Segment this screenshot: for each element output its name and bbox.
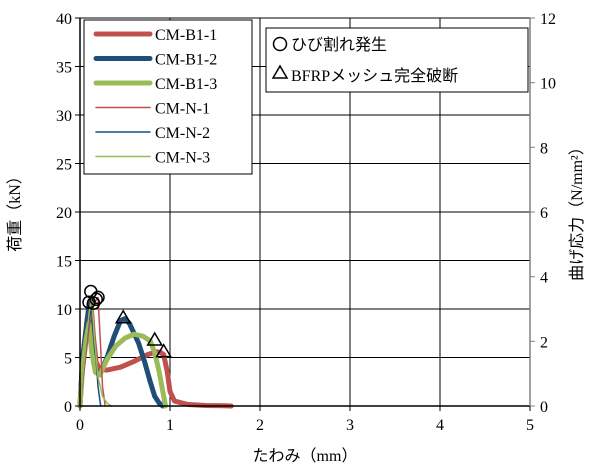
y2-tick-label: 0	[540, 399, 548, 416]
crack-legend-symbol	[272, 36, 288, 52]
y-tick-label: 30	[56, 108, 72, 125]
series-line-cm-n-1	[79, 296, 106, 407]
rupture-legend-label: BFRPメッシュ完全破断	[291, 67, 458, 85]
y-tick-label: 40	[56, 11, 72, 28]
y-tick-label: 35	[56, 60, 72, 77]
marker-legend: ひび割れ発生 BFRPメッシュ完全破断	[265, 27, 529, 93]
series-lines	[77, 295, 234, 409]
marker-legend-box	[265, 27, 529, 93]
series-line-cm-n-3	[79, 295, 113, 407]
legend-label: CM-B1-3	[155, 76, 217, 93]
x-axis-label: たわみ（mm）	[253, 447, 358, 465]
y-tick-label: 25	[56, 157, 72, 174]
y2-tick-label: 2	[540, 334, 548, 351]
rupture-marker	[155, 343, 173, 358]
event-markers	[82, 284, 173, 358]
y-tick-label: 0	[64, 399, 72, 416]
y2-tick-label: 4	[540, 270, 548, 287]
rupture-marker	[146, 331, 164, 346]
x-tick-label: 0	[76, 417, 84, 434]
y2-tick-label: 6	[540, 205, 548, 222]
y2-tick-label: 10	[540, 76, 556, 93]
y-tick-label: 10	[56, 302, 72, 319]
y-tick-label: 20	[56, 205, 72, 222]
crack-marker	[89, 292, 103, 307]
y-axis-label: 荷重（kN）	[6, 168, 24, 252]
y-tick-label: 15	[56, 254, 72, 271]
x-tick-label: 3	[346, 417, 354, 434]
y2-tick-label: 8	[540, 140, 548, 157]
x-tick-label: 2	[256, 417, 264, 434]
y2-tick-label: 12	[540, 11, 556, 28]
legend-label: CM-B1-2	[155, 52, 217, 69]
legend-label: CM-N-3	[155, 150, 210, 167]
y2-axis-label: 曲げ応力（N/mm²）	[568, 139, 586, 281]
legend-label: CM-N-1	[155, 101, 210, 118]
axes	[75, 17, 535, 411]
legend-label: CM-B1-1	[155, 27, 217, 44]
x-tick-label: 1	[166, 417, 174, 434]
legend-label: CM-N-2	[155, 125, 210, 142]
legend-box	[83, 19, 253, 175]
rupture-marker	[114, 309, 132, 324]
crack-marker	[82, 295, 96, 309]
x-tick-label: 4	[436, 417, 444, 434]
rupture-legend-symbol	[271, 64, 289, 79]
x-tick-label: 5	[526, 417, 534, 434]
y-tick-label: 5	[64, 351, 72, 368]
series-legend: CM-B1-1 CM-B1-2 CM-B1-3 CM-N-1 CM-N-2 CM-N-3	[83, 19, 253, 175]
crack-legend-label: ひび割れ発生	[291, 36, 387, 54]
